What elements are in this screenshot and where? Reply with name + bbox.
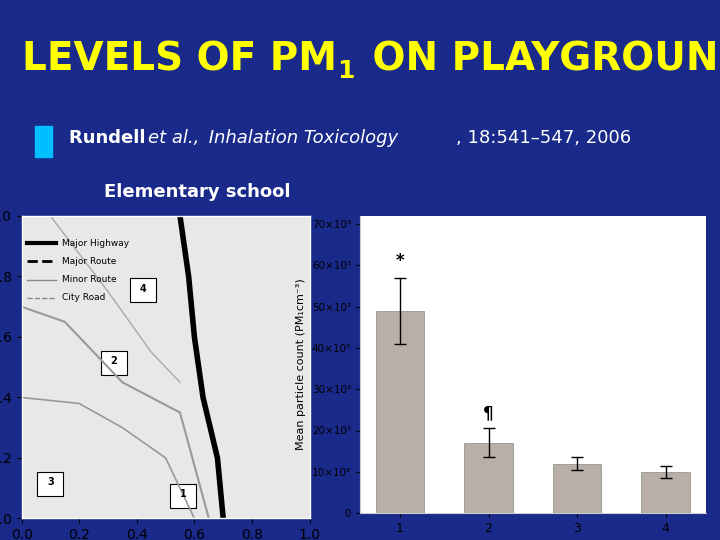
FancyBboxPatch shape [170, 484, 196, 508]
Text: Elementary school: Elementary school [104, 183, 290, 201]
Text: Major Highway: Major Highway [62, 239, 129, 248]
Text: 4: 4 [139, 284, 146, 294]
Text: ON PLAYGROUNDS: ON PLAYGROUNDS [359, 40, 720, 78]
Text: 1: 1 [179, 489, 186, 499]
Text: LEVELS OF PM: LEVELS OF PM [22, 40, 337, 78]
Text: Major Route: Major Route [62, 257, 117, 266]
Y-axis label: Mean particle count (PM₁cm⁻³): Mean particle count (PM₁cm⁻³) [297, 279, 306, 450]
Bar [642, 472, 690, 513]
Bar [376, 311, 424, 513]
Text: 3: 3 [47, 477, 54, 487]
Text: et al.,: et al., [148, 129, 199, 147]
Text: Minor Route: Minor Route [62, 275, 117, 284]
Text: 1: 1 [337, 59, 354, 83]
Text: Rundell: Rundell [69, 129, 152, 147]
Text: 2: 2 [110, 356, 117, 366]
Text: , 18:541–547, 2006: , 18:541–547, 2006 [456, 129, 631, 147]
FancyBboxPatch shape [130, 278, 156, 302]
Text: ¶: ¶ [483, 404, 494, 422]
FancyBboxPatch shape [35, 126, 53, 157]
Bar [553, 463, 601, 513]
FancyBboxPatch shape [37, 471, 63, 496]
Text: City Road: City Road [62, 293, 105, 302]
Bar [464, 443, 513, 513]
FancyBboxPatch shape [101, 350, 127, 375]
Text: Inhalation Toxicology: Inhalation Toxicology [203, 129, 398, 147]
Text: *: * [396, 252, 405, 269]
